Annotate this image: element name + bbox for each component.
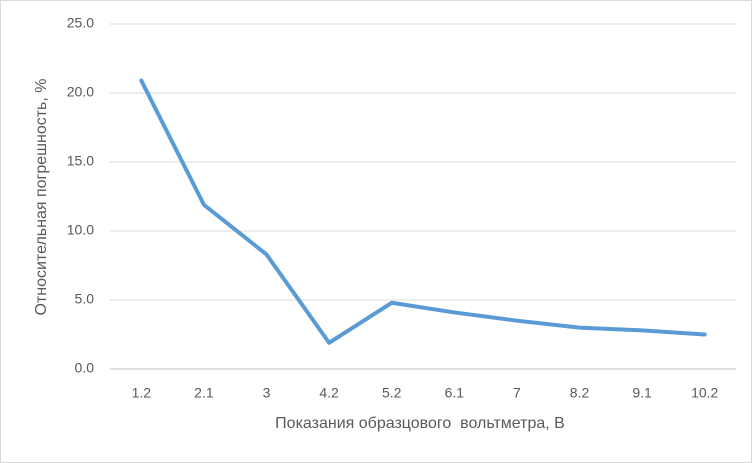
y-tick-label: 20.0 [67, 84, 94, 100]
x-tick-label: 6.1 [445, 385, 465, 401]
y-tick-label: 15.0 [67, 153, 94, 169]
y-axis-title: Относительная погрешность, % [33, 78, 50, 315]
x-tick-label: 3 [263, 385, 271, 401]
x-tick-label: 10.2 [691, 385, 718, 401]
x-tick-label: 1.2 [132, 385, 152, 401]
y-tick-label: 10.0 [67, 222, 94, 238]
x-tick-label: 9.1 [632, 385, 652, 401]
x-tick-label: 7 [513, 385, 521, 401]
series-line [139, 78, 707, 345]
x-tick-label: 5.2 [382, 385, 402, 401]
x-tick-label: 8.2 [570, 385, 590, 401]
y-tick-label: 5.0 [75, 291, 95, 307]
x-tick-label: 2.1 [194, 385, 214, 401]
x-axis-title: Показания образцового вольтметра, В [275, 415, 565, 432]
x-tick-label: 4.2 [319, 385, 339, 401]
y-tick-label: 0.0 [75, 360, 95, 376]
y-tick-label: 25.0 [67, 15, 94, 31]
